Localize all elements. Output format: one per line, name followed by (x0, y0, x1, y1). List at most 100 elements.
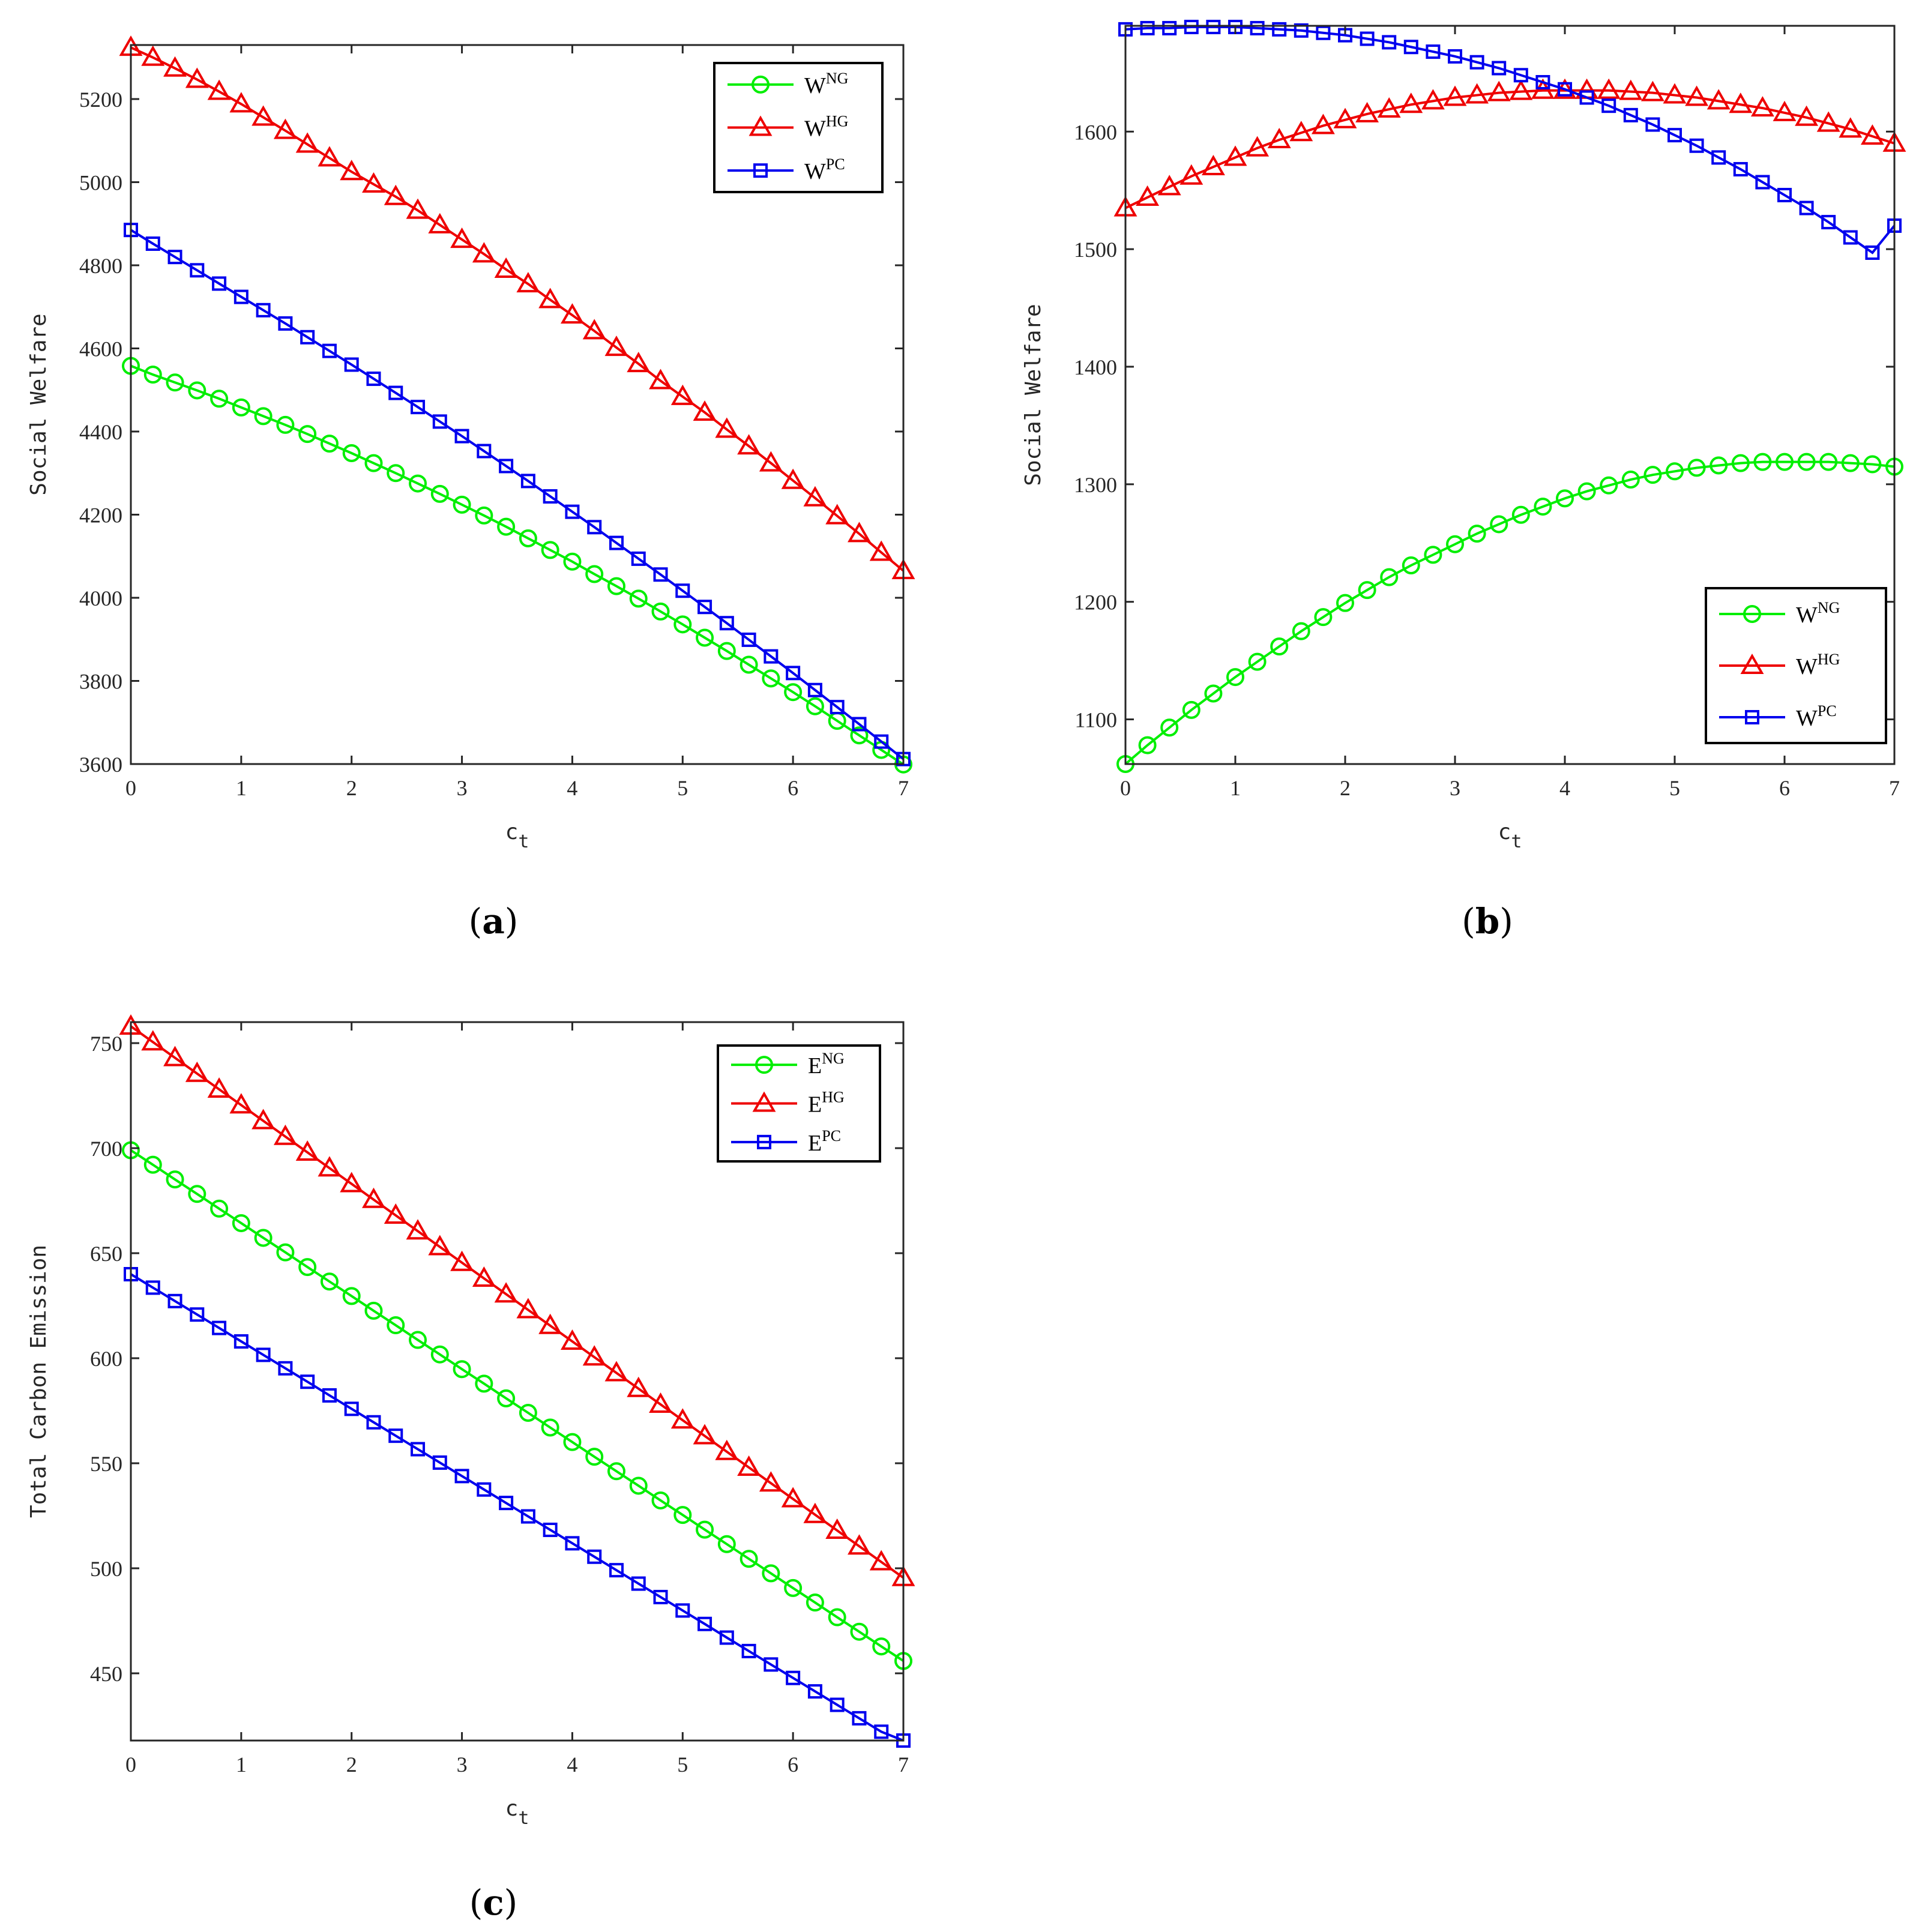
legend-label: EHG (808, 1089, 845, 1118)
circle-marker (850, 1622, 869, 1641)
y-tick-label: 1200 (1074, 591, 1117, 615)
triangle-marker (759, 451, 783, 472)
circle-marker (673, 615, 692, 634)
triangle-marker (560, 303, 584, 324)
circle-marker (1819, 453, 1838, 471)
square-marker (565, 1536, 580, 1551)
square-marker (212, 276, 227, 291)
panel-a: 0 1 2 3 4 5 6 7 3600 3800 4000 4200 4400 4600 4800 5000… (26, 35, 915, 942)
square-marker (807, 682, 822, 697)
series-pc (124, 223, 911, 766)
triangle-marker (516, 1298, 540, 1319)
circle-marker (607, 577, 625, 595)
square-marker (432, 414, 447, 429)
square-marker (786, 666, 801, 681)
square-marker (807, 1684, 822, 1699)
triangle-marker (384, 184, 408, 205)
circle-marker (828, 1608, 846, 1627)
triangle-marker (582, 319, 606, 340)
square-marker (874, 734, 889, 749)
square-marker (1558, 82, 1572, 97)
x-tick-label: 7 (1889, 776, 1900, 800)
triangle-marker (494, 1282, 518, 1303)
circle-marker (629, 589, 648, 608)
circle-marker (409, 474, 427, 493)
square-marker (212, 1320, 227, 1335)
circle-marker (210, 390, 229, 408)
legend-label: WPC (804, 155, 845, 184)
triangle-marker (295, 1140, 319, 1161)
circle-marker (717, 1535, 736, 1553)
y-tick-label: 1100 (1074, 708, 1117, 732)
square-marker (454, 1469, 469, 1484)
triangle-marker (362, 172, 385, 193)
circle-marker (673, 1506, 692, 1524)
square-marker (543, 1522, 558, 1537)
square-marker (278, 1361, 293, 1376)
circle-marker (1182, 700, 1200, 719)
legend-label: WHG (804, 113, 848, 142)
circle-marker (1534, 498, 1552, 516)
y-tick-label: 4200 (79, 504, 122, 528)
square-marker (167, 1293, 182, 1308)
triangle-marker (737, 434, 761, 455)
triangle-marker (759, 1471, 783, 1492)
square-marker (741, 632, 756, 647)
square-marker (190, 1307, 205, 1322)
square-marker (741, 1643, 756, 1658)
triangle-marker (428, 1235, 452, 1256)
triangle-marker (1487, 80, 1511, 101)
x-axis-label: ct (1498, 820, 1522, 852)
series-ng (122, 1141, 912, 1670)
triangle-marker (781, 468, 805, 489)
triangle-marker (582, 1345, 606, 1366)
square-marker (432, 1455, 447, 1470)
triangle-marker (229, 92, 253, 113)
triangle-marker (1816, 111, 1840, 132)
circle-marker (320, 435, 339, 453)
triangle-marker (693, 1424, 717, 1445)
triangle-marker (207, 79, 231, 100)
x-tick-label: 0 (125, 776, 136, 800)
circle-marker (1314, 608, 1333, 627)
circle-marker (364, 454, 383, 472)
legend-entry-hg: WHG (1719, 651, 1840, 679)
triangle-marker (1289, 121, 1313, 142)
square-marker (477, 444, 492, 459)
circle-marker (276, 415, 295, 434)
circle-marker (298, 1258, 317, 1277)
triangle-marker (207, 1077, 231, 1098)
triangle-marker (848, 1534, 871, 1555)
circle-marker (850, 726, 869, 745)
circle-marker (387, 464, 405, 483)
legend-entry-ng: ENG (731, 1050, 845, 1079)
triangle-marker (273, 118, 297, 139)
triangle-marker (627, 352, 651, 373)
square-marker (1272, 22, 1287, 37)
circle-marker (872, 1637, 891, 1656)
triangle-marker (362, 1187, 385, 1208)
square-marker (1865, 245, 1880, 260)
triangle-marker (825, 504, 849, 525)
square-marker (830, 1697, 845, 1712)
square-marker (675, 583, 690, 598)
triangle-marker (1421, 89, 1445, 110)
y-tick-label: 450 (90, 1662, 122, 1686)
panel-caption: (a) (469, 901, 519, 942)
circle-marker (1731, 454, 1750, 472)
legend-entry-hg: WHG (728, 113, 848, 142)
square-marker (830, 700, 845, 715)
series-line-pc (130, 229, 905, 760)
square-marker (1448, 49, 1462, 64)
circle-marker (1577, 482, 1596, 501)
circle-marker (696, 628, 714, 647)
square-marker (344, 357, 359, 372)
square-marker (1469, 55, 1484, 70)
legend: ENG EHG EPC (717, 1044, 881, 1163)
square-marker (145, 236, 160, 251)
square-marker (1777, 188, 1792, 203)
circle-marker (740, 1550, 758, 1568)
square-marker (1579, 90, 1594, 105)
square-marker (757, 1134, 771, 1149)
triangle-marker (1740, 653, 1764, 674)
